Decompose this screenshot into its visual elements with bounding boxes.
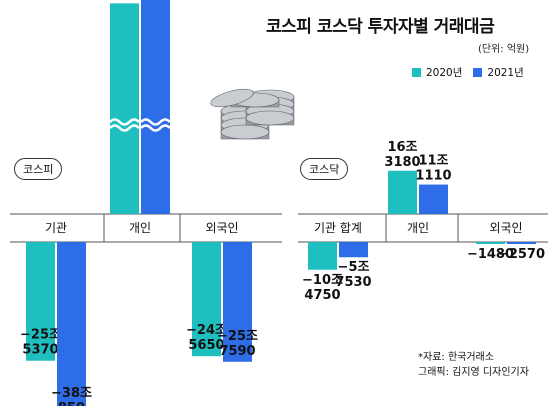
legend-label-2021: 2021년 — [487, 67, 524, 79]
kosdaq-value-label: 16조 3180 — [384, 140, 420, 170]
legend-swatch-2021 — [473, 68, 483, 77]
kosdaq-bar-2020 — [388, 170, 417, 214]
coin-stack-icon — [210, 88, 295, 140]
kospi-value-label: −38조850 — [51, 386, 92, 406]
kosdaq-value-label: −1480 — [467, 247, 514, 262]
kospi-axis-break — [140, 118, 171, 126]
kosdaq-value-label: −10조 4750 — [302, 273, 343, 303]
legend-swatch-2020 — [412, 68, 421, 77]
kosdaq-bar-2021 — [507, 242, 536, 244]
kospi-bar-2021 — [223, 242, 252, 362]
kosdaq-bar-2021 — [339, 242, 368, 258]
kospi-bar-2021 — [57, 242, 86, 406]
kosdaq-bar-2021 — [419, 184, 448, 214]
kosdaq-category-label: 기관 합계 — [314, 221, 362, 235]
kospi-bar-2020 — [110, 3, 139, 214]
kosdaq-market-label: 코스닥 — [300, 158, 349, 180]
kospi-value-label: 47조4910 — [106, 0, 142, 2]
kosdaq-bar-2020 — [476, 242, 505, 244]
legend-label-2020: 2020년 — [426, 67, 463, 79]
kospi-bar-2020 — [26, 242, 55, 361]
kospi-category-label: 기관 — [45, 221, 67, 235]
kospi-axis-break — [109, 124, 140, 132]
kosdaq-value-label: −2570 — [498, 247, 545, 262]
kospi-category-label: 개인 — [129, 221, 151, 235]
legend: 2020년 2021년 — [412, 65, 524, 80]
kosdaq-category-label: 개인 — [407, 221, 429, 235]
chart-title: 코스피 코스닥 투자자별 거래대금 — [266, 17, 495, 37]
kosdaq-value-label: −5조 7530 — [335, 260, 371, 290]
kosdaq-bar-2020 — [308, 242, 337, 270]
kospi-axis-break — [109, 118, 140, 126]
source-notes: *자료: 한국거래소 그래픽: 김지영 디자인기자 — [418, 350, 529, 380]
kosdaq-value-label: 11조 1110 — [415, 154, 451, 184]
kospi-market-label: 코스피 — [14, 158, 63, 180]
kospi-category-label: 외국인 — [205, 221, 238, 235]
kospi-bar-2020 — [192, 242, 221, 357]
credit-note: 그래픽: 김지영 디자인기자 — [418, 367, 529, 378]
kospi-axis-break — [140, 124, 171, 132]
kosdaq-category-label: 외국인 — [489, 221, 522, 235]
kospi-value-label: −24조 5650 — [186, 323, 227, 353]
kospi-value-label: −25조 7590 — [217, 329, 258, 359]
source-note: *자료: 한국거래소 — [418, 352, 494, 363]
kospi-value-label: −25조 5370 — [20, 328, 61, 358]
kospi-bar-2021 — [141, 0, 170, 214]
unit-note: (단위: 억원) — [478, 44, 530, 55]
